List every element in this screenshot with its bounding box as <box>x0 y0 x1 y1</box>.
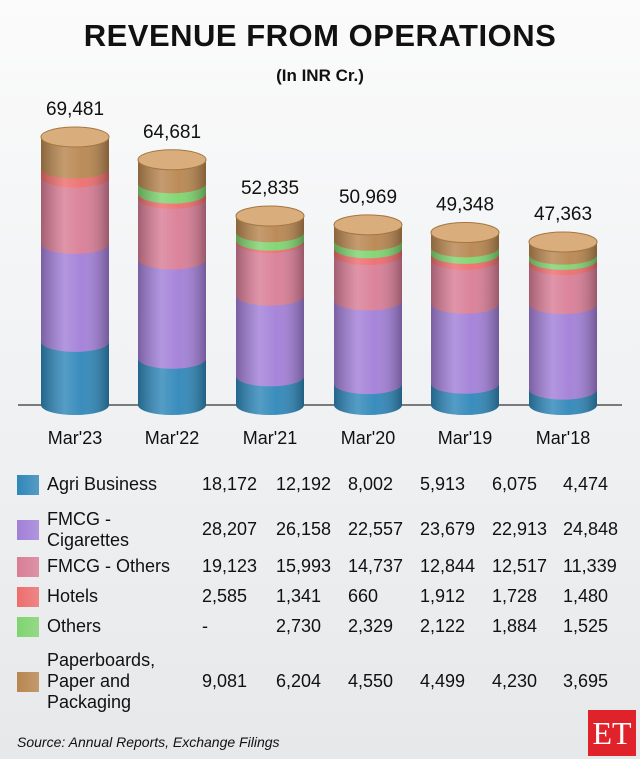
total-label: 47,363 <box>534 204 592 225</box>
table-cell: 1,341 <box>276 585 322 606</box>
bar-Mar'19: 49,348 Mar'19 <box>430 195 500 448</box>
table-cell: 22,913 <box>492 519 548 539</box>
legend-label: Agri Business <box>47 474 158 494</box>
table-cell: 2,122 <box>420 615 466 636</box>
table-cell: 28,207 <box>202 519 258 539</box>
table-row: FMCG - Others 19,123 15,993 14,737 12,844 12,… <box>0 556 640 577</box>
table-row: Others - 2,730 2,329 2,122 1,884 1,525 <box>0 616 640 637</box>
table-cell: 24,848 <box>563 519 619 539</box>
table-row: Paperboards, Paper and Packaging 9,081 6,204… <box>0 650 640 713</box>
chart-subtitle: (In INR Cr.) <box>276 66 364 85</box>
bar-Mar'22: 64,681 Mar'22 <box>137 122 207 448</box>
bar-Mar'20: 50,969 Mar'20 <box>333 187 403 448</box>
table-cell: 12,517 <box>492 555 548 576</box>
cylinder-top <box>430 222 500 244</box>
table-cell: 15,993 <box>276 555 332 576</box>
cylinder-top <box>235 205 305 227</box>
cylinder-shading <box>236 215 304 415</box>
cylinder-top <box>40 126 110 148</box>
table-cell: 2,585 <box>202 585 248 606</box>
category-label: Mar'19 <box>438 428 492 448</box>
chart-title: REVENUE FROM OPERATIONS <box>83 18 557 53</box>
category-label: Mar'20 <box>341 428 395 448</box>
legend-swatch <box>17 616 39 637</box>
legend-label: FMCG - Cigarettes <box>47 509 130 550</box>
table-cell: 18,172 <box>202 473 258 494</box>
table-cell: 26,158 <box>276 519 332 539</box>
table-cell: 23,679 <box>420 519 476 539</box>
cylinder-shading <box>529 241 597 415</box>
table-cell: 14,737 <box>348 555 404 576</box>
table-cell: 1,884 <box>492 615 538 636</box>
table-row: FMCG - Cigarettes 28,207 26,158 22,557 23,679… <box>0 509 640 551</box>
total-label: 64,681 <box>143 122 201 143</box>
bar-Mar'18: 47,363 Mar'18 <box>528 204 598 448</box>
cylinder-shading <box>138 159 206 415</box>
cylinder-top <box>137 149 207 171</box>
table-cell: 12,844 <box>420 555 476 576</box>
table-cell: 4,230 <box>492 670 538 691</box>
legend-swatch <box>17 520 39 540</box>
table-cell: 11,339 <box>563 555 617 576</box>
cylinder-top <box>528 231 598 253</box>
table-cell: - <box>202 615 208 636</box>
category-label: Mar'21 <box>243 428 297 448</box>
cylinder-shading <box>41 137 109 415</box>
category-label: Mar'22 <box>145 428 199 448</box>
table-cell: 4,550 <box>348 670 394 691</box>
legend-swatch <box>17 556 39 577</box>
table-cell: 8,002 <box>348 473 394 494</box>
legend-label: Hotels <box>47 586 99 606</box>
table-cell: 2,730 <box>276 615 322 636</box>
table-cell: 660 <box>348 585 379 606</box>
bar-Mar'23: 69,481 Mar'23 <box>40 99 110 448</box>
table-cell: 1,525 <box>563 615 609 636</box>
table-cell: 12,192 <box>276 473 332 494</box>
legend-swatch <box>17 671 39 692</box>
table-cell: 4,474 <box>563 473 609 494</box>
table-cell: 1,728 <box>492 585 538 606</box>
table-cell: 22,557 <box>348 519 404 539</box>
table-cell: 4,499 <box>420 670 466 691</box>
table-row: Agri Business 18,172 12,192 8,002 5,913 6,075… <box>0 474 640 495</box>
total-label: 52,835 <box>241 178 299 199</box>
legend-swatch <box>17 474 39 495</box>
stacked-cylinder-chart: 69,481 Mar'23 64,681 Mar'22 52,835 Mar'21 50,9… <box>18 99 622 448</box>
cylinder-shading <box>431 232 499 415</box>
total-label: 69,481 <box>46 99 104 120</box>
table-cell: 6,204 <box>276 670 322 691</box>
category-label: Mar'18 <box>536 428 590 448</box>
table-cell: 19,123 <box>202 555 258 576</box>
legend-label: FMCG - Others <box>47 556 171 576</box>
table-row: Hotels 2,585 1,341 660 1,912 1,728 1,480 <box>0 586 640 607</box>
table-cell: 6,075 <box>492 473 538 494</box>
category-label: Mar'23 <box>48 428 102 448</box>
cylinder-shading <box>334 224 402 415</box>
legend-swatch <box>17 586 39 607</box>
total-label: 50,969 <box>339 187 397 208</box>
table-cell: 1,480 <box>563 585 609 606</box>
source-note: Source: Annual Reports, Exchange Filings <box>17 734 280 750</box>
et-logo: ET <box>588 710 636 756</box>
table-cell: 9,081 <box>202 670 248 691</box>
cylinder-top <box>333 214 403 236</box>
table-cell: 5,913 <box>420 473 466 494</box>
table-cell: 2,329 <box>348 615 394 636</box>
bar-Mar'21: 52,835 Mar'21 <box>235 178 305 448</box>
table-cell: 3,695 <box>563 670 609 691</box>
legend-label: Others <box>47 616 102 636</box>
table-cell: 1,912 <box>420 585 466 606</box>
total-label: 49,348 <box>436 195 494 216</box>
legend-label: Paperboards, Paper and Packaging <box>47 650 156 712</box>
